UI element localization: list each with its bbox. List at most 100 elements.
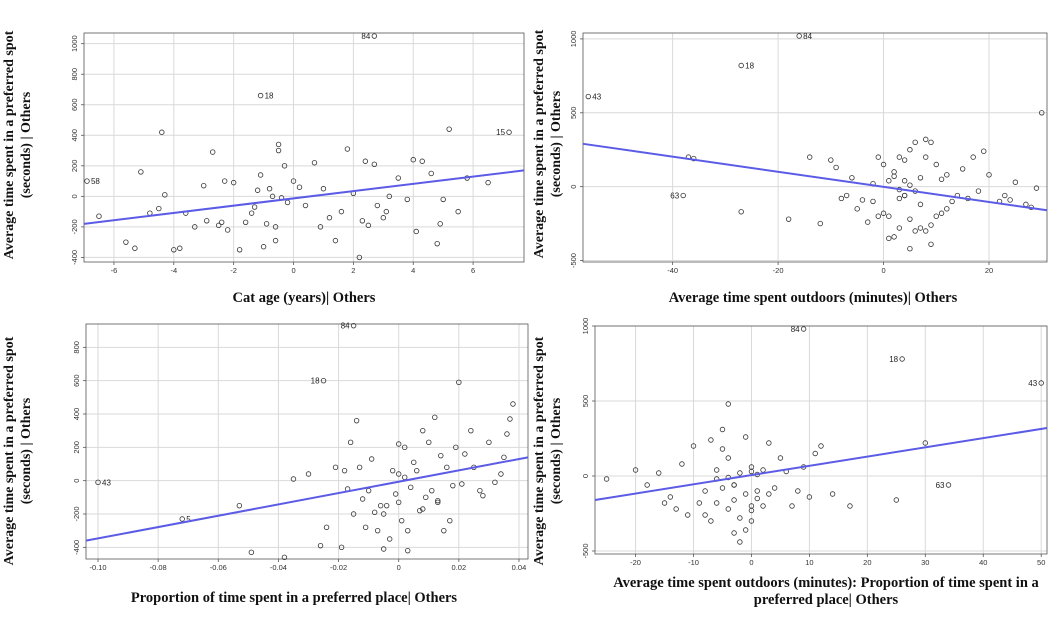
chart-1-point [365,222,372,229]
chart-1-outlier-label: 84 [361,32,370,41]
chart-3-outlier-point [95,479,101,486]
chart-1-point [395,175,401,181]
chart-2-point [912,228,918,234]
chart-2-point [907,246,913,252]
chart-1-point [201,182,207,189]
chart-1-point [177,245,183,251]
chart-1-point [410,157,416,163]
chart-2-point [833,164,839,171]
chart-3-outlier-label: 5 [186,515,191,524]
chart-3-outlier-label: 43 [102,478,111,487]
chart-3-point [396,499,402,506]
chart-1-xtick-label: -6 [111,266,118,275]
chart-4-point [673,506,679,512]
chart-4-xlabel: Average time spent outdoors (minutes): P… [613,575,1039,608]
chart-2-outlier-label: 18 [745,62,754,71]
chart-4-point [806,494,813,500]
chart-2-xtick-label: -40 [667,266,678,275]
chart-2-fit-line [582,142,1048,212]
chart-1-point [419,158,425,164]
chart-1-point [338,208,345,215]
chart-3-point [371,509,378,516]
chart-1-point [311,160,318,166]
chart-1-point [269,193,276,200]
chart-4-outlier-point [800,326,807,332]
chart-1-point [371,161,378,167]
chart-2-point [975,188,982,194]
chart-4-point [777,455,784,461]
chart-3-point [456,379,462,386]
chart-1-point [296,184,303,190]
chart-3-point [423,494,429,501]
chart-3-point [362,524,369,531]
chart-4-point [725,455,731,461]
chart-2-point [738,209,744,215]
chart-2-point [880,210,887,216]
chart-2-point [849,175,855,181]
chart-2-point [1007,197,1013,203]
chart-1-point [344,146,351,152]
chart-4-outlier-point [945,482,952,488]
chart-4-xtick-label: 40 [979,558,987,567]
chart-2-outlier-label: 43 [592,93,601,102]
chart-4-point [737,470,743,476]
chart-4-outlier-label: 84 [791,325,800,334]
chart-4-point [742,434,749,440]
chart-3-xtick-label: -0.02 [330,563,347,572]
chart-2-point [923,154,929,160]
chart-3-xtick-label: 0.02 [452,563,467,572]
chart-1-point [362,158,369,164]
chart-1-outlier-point [84,178,90,184]
chart-3-point [435,497,441,504]
chart-4-point [731,497,737,503]
chart-panel-2: -40 -20 0 20 -500 0 500 1000 84 18 43 63 Average ti… [528,0,1055,310]
chart-2-point [986,172,992,178]
chart-4-point [789,503,795,509]
chart-3-point [365,487,372,494]
chart-3-point [396,471,402,477]
chart-panel-4: -20 -10 0 10 20 30 40 50 -500 0 500 1000 84 18 43 63 Av… [528,310,1055,617]
chart-3-point [405,547,411,554]
chart-4-point [656,470,662,476]
chart-2-ytick-label: -500 [569,253,578,268]
chart-4-point [742,527,749,533]
chart-2-point [886,178,892,184]
chart-2-point [907,182,913,188]
chart-3-point [435,499,441,506]
chart-2-point [886,235,892,242]
chart-4-xtick-label: 50 [1037,558,1045,567]
chart-4-ylabel: Average time spent in a preferred spot (… [532,336,564,566]
chart-2-point [807,154,813,160]
chart-1-frame [83,32,525,263]
chart-1-point [224,227,231,233]
chart-3-point [507,416,513,422]
chart-2-point [891,234,897,240]
chart-3-point [347,439,354,446]
chart-1-point [132,245,138,251]
chart-2-svg: -40 -20 0 20 -500 0 500 1000 84 18 43 63 [569,31,1048,275]
chart-3-xtick-label: -0.04 [270,563,287,572]
chart-4-point [667,494,674,500]
chart-4-point [719,446,726,452]
chart-3-point [380,511,387,517]
chart-3-ytick-label: 0 [72,479,81,483]
chart-1-fit-line [83,169,525,225]
chart-1-xtick-label: -2 [230,266,237,275]
chart-1-point [242,219,249,226]
chart-4-xtick-label: 0 [749,558,753,567]
chart-4-outlier-label: 63 [936,481,945,490]
chart-2-point [865,219,871,225]
chart-1-point [356,254,363,261]
chart-1-point [290,178,297,184]
chart-2-point [907,216,913,222]
chart-2-point [838,195,845,202]
chart-4-point [748,507,755,514]
chart-3-xtick-label: 0 [397,563,401,572]
chart-1-point [284,199,291,206]
chart-1-outlier-point [506,129,512,135]
chart-4-outlier-label: 43 [1028,379,1037,388]
chart-4-ytick-label: -500 [581,543,590,558]
chart-3-ytick-label: -400 [72,540,81,555]
chart-1-point [96,213,102,219]
chart-3-outlier-point [320,377,327,384]
